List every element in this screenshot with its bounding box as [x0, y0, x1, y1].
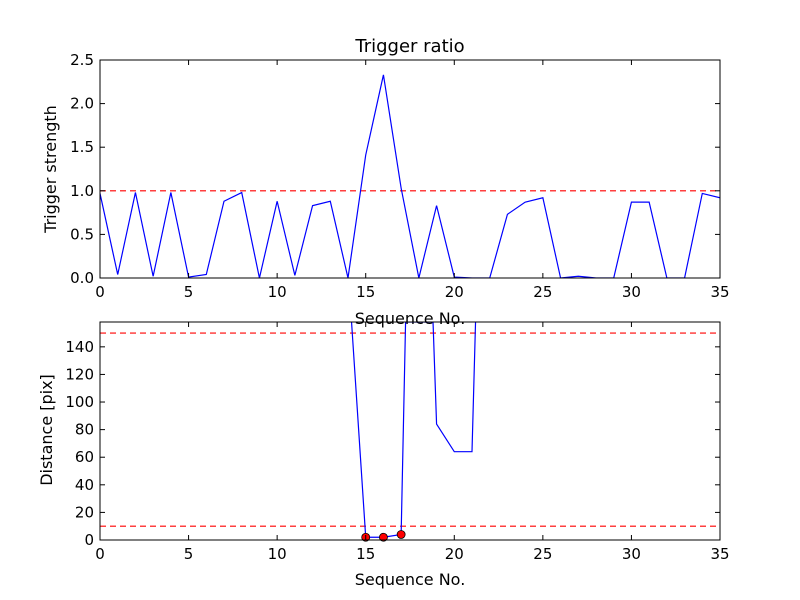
y-tick-label: 100 — [65, 393, 94, 411]
y-axis-label: Distance [pix] — [37, 374, 56, 486]
x-tick-label: 15 — [356, 545, 375, 563]
series-line — [100, 74, 720, 278]
x-tick-label: 5 — [184, 545, 194, 563]
plot-area: 0 5 10 15 20 25 30 35 0.0 0.5 1.0 1.5 2.0 2.5 — [70, 51, 729, 301]
y-tick-label: 0.5 — [70, 225, 94, 243]
chart-title: Trigger ratio — [354, 36, 464, 57]
plot-area: 0 5 10 15 20 25 30 35 0 20 40 60 80 100 120 140 — [65, 321, 730, 563]
x-tick-label: 20 — [445, 545, 464, 563]
data-point-marker — [396, 530, 406, 539]
x-tick-label: 30 — [622, 283, 641, 301]
y-axis-label: Trigger strength — [41, 105, 60, 234]
x-tick-label: 5 — [184, 283, 194, 301]
y-tick-label: 1.0 — [70, 182, 94, 200]
y-tick-label: 120 — [65, 365, 94, 383]
y-tick-label: 0.0 — [70, 269, 94, 287]
y-tick-label: 60 — [75, 448, 94, 466]
y-tick-label: 80 — [75, 421, 94, 439]
data-point-marker — [379, 532, 388, 542]
x-tick-label: 35 — [710, 283, 729, 301]
x-axis-label: Sequence No. — [355, 570, 466, 589]
x-tick-label: 0 — [95, 545, 105, 563]
x-tick-label: 15 — [356, 283, 375, 301]
x-tick-label: 25 — [533, 545, 552, 563]
y-tick-label: 2.0 — [70, 95, 94, 113]
axes-frame — [99, 321, 721, 541]
x-tick-label: 20 — [445, 283, 464, 301]
x-axis-label: Sequence No. — [355, 309, 466, 328]
axes-frame — [99, 59, 721, 279]
y-tick-label: 20 — [75, 503, 94, 521]
x-tick-label: 30 — [622, 545, 641, 563]
x-tick-label: 0 — [95, 283, 105, 301]
x-tick-label: 25 — [533, 283, 552, 301]
y-tick-label: 2.5 — [70, 51, 94, 69]
distance-chart: Sequence No. Distance [pix] 0 5 10 15 20 25 30… — [37, 321, 730, 589]
trigger-ratio-chart: Trigger ratio Sequence No. Trigger stren… — [41, 36, 730, 328]
y-tick-label: 40 — [75, 476, 94, 494]
y-tick-label: 140 — [65, 338, 94, 356]
y-tick-label: 1.5 — [70, 138, 94, 156]
series-line — [350, 322, 477, 538]
x-tick-label: 35 — [710, 545, 729, 563]
x-tick-label: 10 — [268, 283, 287, 301]
x-tick-label: 10 — [268, 545, 287, 563]
y-tick-label: 0 — [84, 531, 94, 549]
